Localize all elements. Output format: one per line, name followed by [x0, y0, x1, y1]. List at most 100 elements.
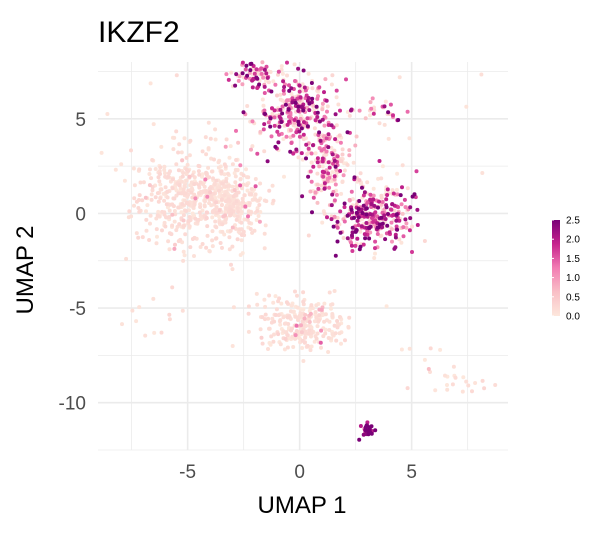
data-point — [373, 210, 378, 215]
data-point — [158, 172, 162, 176]
data-point — [234, 199, 239, 204]
data-point — [260, 341, 265, 346]
data-point — [320, 220, 325, 225]
data-point — [319, 328, 324, 333]
colorbar-tick-label: 2.5 — [566, 216, 580, 227]
data-point — [210, 229, 215, 234]
data-point — [299, 330, 304, 335]
data-point — [231, 194, 236, 199]
data-point — [312, 339, 317, 344]
data-point — [368, 430, 373, 435]
data-point — [204, 216, 209, 221]
data-point — [178, 186, 183, 191]
data-point — [341, 173, 346, 178]
data-point — [285, 315, 290, 320]
data-point — [248, 227, 253, 231]
data-point — [134, 319, 139, 324]
data-point — [326, 123, 331, 127]
data-point — [150, 188, 155, 193]
data-point — [320, 164, 325, 169]
data-point — [180, 308, 185, 313]
data-point — [246, 214, 250, 219]
data-point — [196, 217, 201, 222]
data-point — [262, 84, 267, 89]
data-point — [212, 182, 217, 187]
data-point — [334, 167, 339, 172]
data-point — [320, 107, 325, 112]
data-point — [275, 129, 280, 134]
data-point — [359, 207, 364, 212]
data-point — [192, 182, 197, 187]
data-point — [206, 146, 211, 151]
data-point — [205, 194, 210, 199]
data-point — [149, 197, 154, 202]
data-point — [208, 136, 213, 141]
data-point — [136, 206, 141, 210]
data-point — [329, 123, 334, 128]
data-point — [228, 144, 233, 149]
data-point — [268, 342, 273, 347]
data-point — [405, 386, 410, 391]
data-point — [134, 231, 139, 236]
data-point — [190, 237, 195, 241]
data-point — [310, 210, 314, 215]
data-point — [223, 220, 228, 225]
data-point — [188, 138, 193, 143]
data-point — [307, 101, 312, 106]
data-point — [356, 223, 361, 228]
data-point — [132, 203, 136, 208]
data-point — [255, 76, 260, 81]
data-point — [307, 108, 312, 113]
data-point — [334, 88, 339, 93]
data-point — [382, 104, 387, 109]
data-point — [356, 215, 361, 220]
data-point — [359, 224, 364, 229]
data-point — [314, 303, 319, 308]
data-point — [309, 303, 314, 308]
data-point — [274, 307, 279, 312]
data-point — [301, 137, 306, 142]
data-point — [271, 300, 276, 305]
data-point — [270, 111, 275, 116]
data-point — [345, 163, 350, 167]
data-point — [129, 148, 133, 153]
data-point — [405, 186, 410, 191]
data-point — [313, 132, 318, 137]
data-point — [279, 120, 284, 124]
data-point — [262, 67, 267, 72]
data-point — [482, 386, 487, 391]
data-point — [254, 218, 259, 222]
data-point — [246, 175, 251, 180]
data-point — [387, 230, 392, 235]
data-point — [151, 296, 156, 301]
data-point — [289, 116, 294, 121]
data-point — [174, 228, 179, 233]
data-point — [367, 225, 372, 230]
data-point — [375, 232, 380, 236]
data-point — [177, 182, 182, 187]
data-point — [234, 184, 239, 189]
data-point — [167, 317, 172, 322]
data-point — [154, 216, 159, 221]
data-point — [210, 215, 215, 220]
data-point — [460, 389, 465, 394]
data-point — [316, 186, 321, 191]
data-point — [379, 193, 384, 198]
data-point — [371, 186, 376, 191]
data-point — [239, 220, 244, 225]
data-point — [280, 71, 285, 76]
data-point — [337, 133, 342, 138]
data-point — [369, 424, 374, 429]
data-point — [211, 191, 216, 196]
data-point — [148, 81, 153, 86]
data-point — [124, 256, 129, 261]
data-point — [428, 370, 432, 374]
data-point — [324, 136, 329, 141]
data-point — [282, 347, 287, 352]
data-point — [426, 367, 431, 371]
data-point — [200, 172, 205, 177]
data-point — [187, 224, 192, 229]
data-point — [266, 120, 271, 125]
data-point — [317, 318, 321, 323]
data-point — [289, 91, 294, 96]
